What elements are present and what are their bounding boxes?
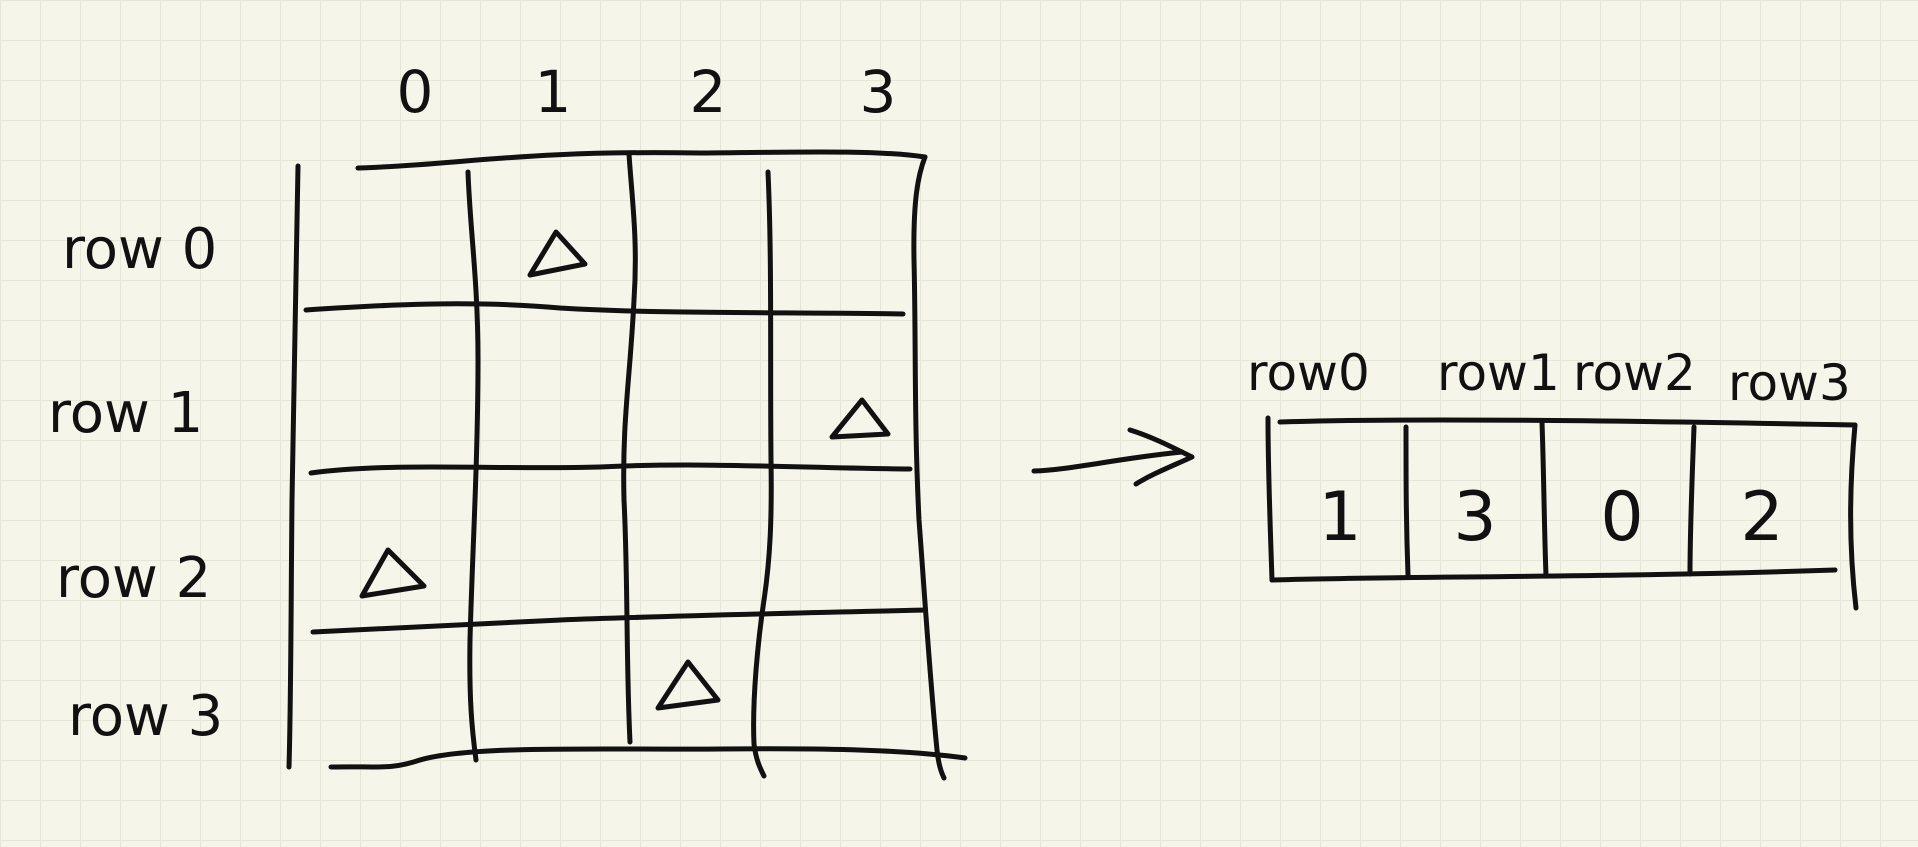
array-header-1: row1 (1437, 344, 1560, 402)
array-box (1265, 415, 1859, 611)
triangle-marker-icon (527, 229, 588, 278)
array-value-0: 1 (1318, 478, 1361, 557)
array-value-3: 2 (1740, 478, 1783, 557)
column-label-1: 1 (535, 58, 572, 126)
array-value-2: 0 (1600, 478, 1643, 557)
triangle-marker-icon (359, 547, 427, 599)
grid-markers (359, 229, 891, 711)
triangle-marker-icon (829, 397, 891, 440)
grid-line-top (355, 149, 928, 171)
grid-line-h1 (303, 301, 906, 317)
column-label-2: 2 (690, 58, 727, 126)
array-values: 1 3 0 2 (1318, 478, 1783, 557)
grid-line-v1 (465, 169, 481, 763)
row-label-2: row 2 (56, 546, 211, 611)
grid-line-left (286, 163, 301, 770)
grid-line-h3 (310, 607, 928, 635)
array-header-2: row2 (1573, 344, 1696, 402)
row-label-3: row 3 (68, 684, 223, 749)
grid-line-h2 (308, 462, 913, 476)
row-label-1: row 1 (48, 381, 203, 446)
grid-lines (286, 149, 968, 781)
grid-line-bottom (328, 746, 968, 770)
array-header-3: row3 (1728, 354, 1851, 412)
grid-line-v3 (751, 169, 774, 779)
grid-line-v2 (621, 151, 638, 745)
column-label-3: 3 (860, 58, 897, 126)
right-arrow-icon (1031, 427, 1195, 487)
array-value-1: 3 (1453, 478, 1496, 557)
column-labels: 0 1 2 3 (397, 58, 897, 126)
array-headers: row0 row1 row2 row3 (1247, 344, 1851, 412)
triangle-marker-icon (655, 659, 721, 711)
grid-line-right (911, 154, 947, 781)
array-header-0: row0 (1247, 344, 1370, 402)
row-label-0: row 0 (62, 217, 217, 282)
column-label-0: 0 (397, 58, 434, 126)
row-labels: row 0 row 1 row 2 row 3 (48, 217, 223, 749)
